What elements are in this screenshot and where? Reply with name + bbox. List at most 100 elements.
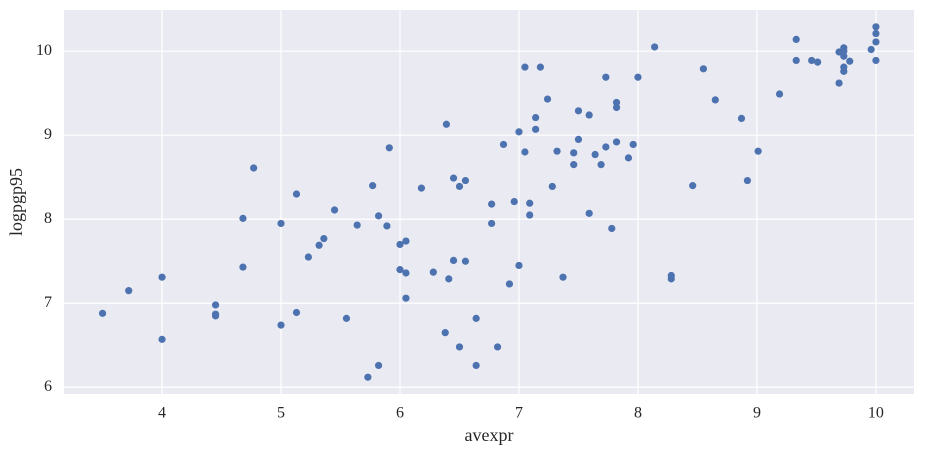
point (775, 90, 784, 98)
point (292, 190, 301, 198)
point (792, 35, 800, 44)
point (374, 212, 383, 220)
point (499, 140, 508, 149)
point (493, 343, 502, 351)
point (872, 29, 880, 38)
point (374, 361, 383, 370)
point (353, 221, 361, 229)
point (574, 135, 583, 144)
point (315, 241, 323, 249)
point (667, 275, 675, 283)
point (840, 47, 848, 55)
x-tick-label: 10 (868, 405, 884, 422)
y-tick-label: 7 (44, 294, 52, 311)
point (402, 269, 410, 277)
point (835, 79, 843, 87)
point (808, 56, 816, 65)
point (602, 73, 610, 81)
point (239, 263, 247, 271)
point (574, 107, 583, 115)
point (612, 138, 621, 146)
point (320, 234, 328, 243)
point (792, 56, 800, 65)
point (250, 164, 258, 172)
point (125, 287, 133, 295)
point (840, 52, 848, 60)
point (521, 63, 529, 71)
point (737, 114, 746, 122)
point (597, 161, 605, 169)
point (449, 174, 458, 182)
point (754, 147, 762, 155)
point (488, 219, 496, 228)
point (872, 38, 880, 46)
point (711, 96, 719, 104)
point (292, 308, 301, 317)
point (548, 182, 556, 191)
point (385, 144, 393, 152)
point (624, 154, 633, 162)
point (867, 45, 875, 54)
point (612, 98, 621, 107)
point (442, 120, 451, 128)
point (429, 268, 437, 276)
point (158, 335, 166, 343)
point (441, 329, 449, 337)
x-tick-label: 7 (515, 405, 523, 422)
point (211, 301, 220, 309)
point (532, 113, 540, 122)
point (570, 161, 578, 169)
point (559, 273, 567, 281)
y-tick-label: 8 (44, 210, 52, 227)
points (98, 23, 880, 381)
point (402, 237, 410, 245)
point (521, 148, 529, 156)
point (158, 273, 166, 281)
x-tick-label: 8 (634, 405, 642, 422)
x-axis-label: avexpr (465, 425, 514, 445)
point (396, 266, 404, 274)
x-tick-label: 5 (277, 405, 285, 422)
point (570, 149, 578, 157)
point (585, 111, 593, 119)
y-tick-label: 6 (44, 378, 52, 395)
point (634, 73, 642, 81)
point (455, 182, 464, 191)
point (699, 65, 708, 73)
point (872, 23, 880, 31)
point (585, 209, 593, 217)
point (342, 314, 351, 322)
point (369, 182, 377, 190)
point (455, 343, 464, 351)
point (417, 184, 426, 192)
point (98, 309, 107, 317)
point (526, 199, 534, 207)
point (629, 140, 637, 149)
x-tick-label: 6 (396, 405, 404, 422)
y-tick-label: 10 (36, 42, 52, 59)
point (515, 261, 523, 270)
point (510, 197, 518, 206)
point (515, 128, 523, 136)
point (536, 63, 544, 71)
point (304, 253, 312, 261)
point (532, 125, 540, 133)
point (330, 206, 339, 214)
point (472, 314, 480, 322)
x-tick-label: 4 (158, 405, 166, 422)
point (612, 103, 621, 112)
point (608, 224, 616, 233)
point (505, 280, 514, 288)
point (591, 150, 599, 159)
x-tick-label: 9 (753, 405, 761, 422)
point (461, 176, 470, 185)
point (526, 211, 534, 219)
point (445, 275, 453, 283)
point (543, 95, 552, 103)
point (472, 361, 480, 370)
point (449, 256, 458, 264)
point (846, 57, 854, 65)
point (814, 58, 822, 66)
point (277, 219, 285, 228)
point (602, 143, 610, 151)
